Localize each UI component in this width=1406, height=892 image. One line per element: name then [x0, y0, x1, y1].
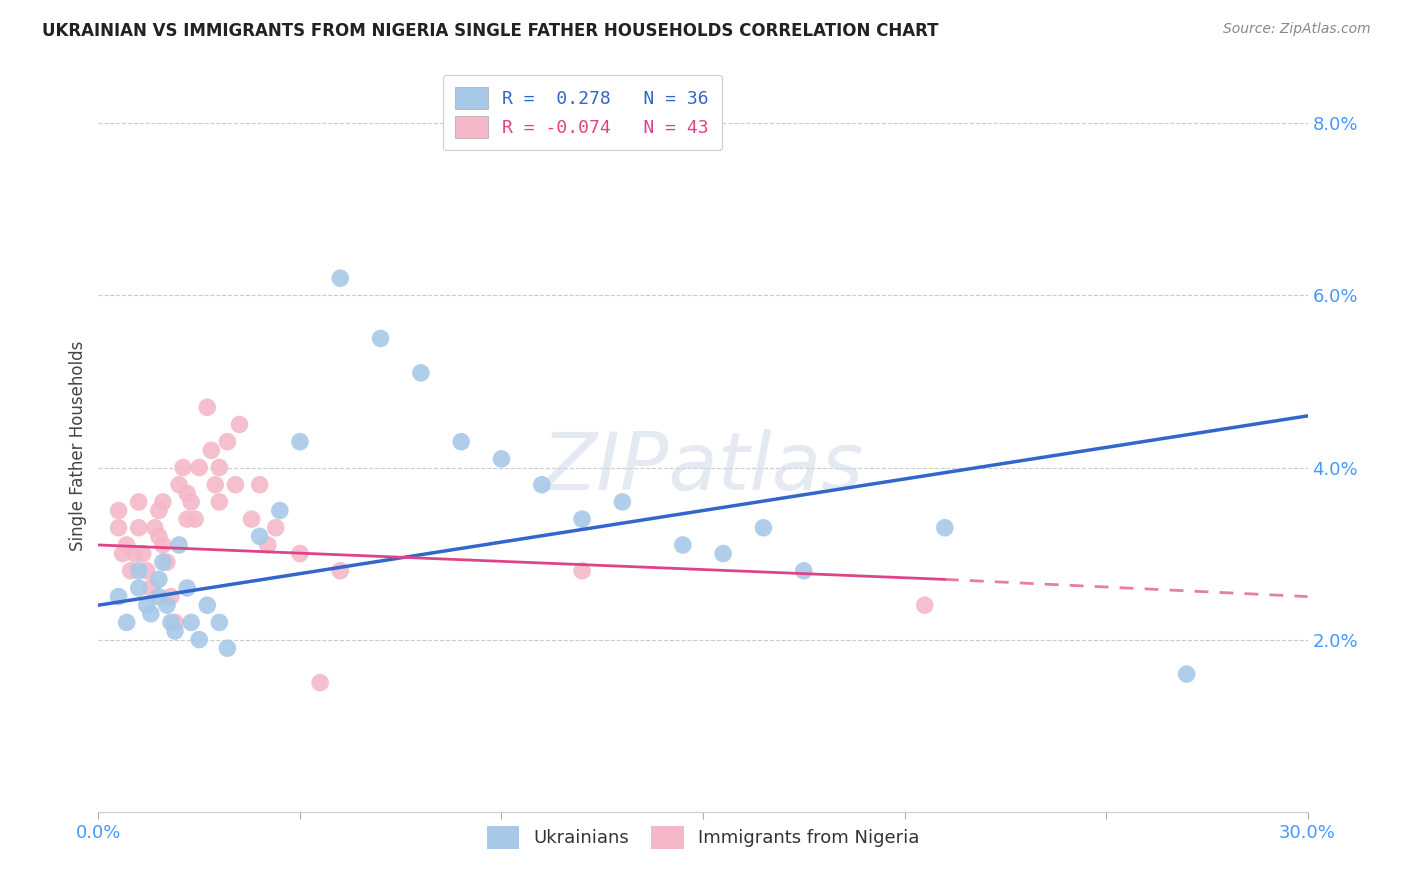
Point	[180, 615, 202, 630]
Point	[188, 632, 211, 647]
Point	[167, 538, 190, 552]
Point	[269, 503, 291, 517]
Point	[934, 521, 956, 535]
Point	[148, 529, 170, 543]
Point	[208, 615, 231, 630]
Point	[107, 590, 129, 604]
Point	[530, 477, 553, 491]
Point	[115, 615, 138, 630]
Point	[160, 615, 183, 630]
Point	[148, 573, 170, 587]
Point	[148, 503, 170, 517]
Point	[152, 495, 174, 509]
Point	[450, 434, 472, 449]
Point	[172, 460, 194, 475]
Point	[176, 486, 198, 500]
Text: ZIPatlas: ZIPatlas	[541, 429, 865, 507]
Point	[571, 512, 593, 526]
Point	[491, 451, 513, 466]
Point	[120, 564, 142, 578]
Point	[204, 477, 226, 491]
Point	[288, 547, 311, 561]
Point	[672, 538, 695, 552]
Point	[249, 477, 271, 491]
Point	[208, 495, 231, 509]
Point	[288, 434, 311, 449]
Point	[195, 401, 218, 415]
Point	[156, 598, 179, 612]
Point	[264, 521, 287, 535]
Point	[793, 564, 815, 578]
Point	[160, 590, 183, 604]
Point	[571, 564, 593, 578]
Text: UKRAINIAN VS IMMIGRANTS FROM NIGERIA SINGLE FATHER HOUSEHOLDS CORRELATION CHART: UKRAINIAN VS IMMIGRANTS FROM NIGERIA SIN…	[42, 22, 939, 40]
Point	[240, 512, 263, 526]
Point	[115, 538, 138, 552]
Point	[124, 547, 146, 561]
Point	[148, 590, 170, 604]
Point	[143, 521, 166, 535]
Point	[249, 529, 271, 543]
Point	[139, 581, 162, 595]
Point	[132, 547, 155, 561]
Point	[107, 503, 129, 517]
Point	[167, 477, 190, 491]
Point	[139, 607, 162, 621]
Point	[329, 564, 352, 578]
Point	[224, 477, 246, 491]
Point	[163, 624, 186, 638]
Point	[128, 495, 150, 509]
Point	[1175, 667, 1198, 681]
Point	[256, 538, 278, 552]
Point	[135, 564, 157, 578]
Point	[152, 538, 174, 552]
Point	[152, 555, 174, 569]
Point	[176, 512, 198, 526]
Point	[128, 564, 150, 578]
Point	[370, 331, 392, 345]
Point	[217, 641, 239, 656]
Point	[128, 581, 150, 595]
Point	[180, 495, 202, 509]
Point	[200, 443, 222, 458]
Point	[188, 460, 211, 475]
Point	[163, 615, 186, 630]
Y-axis label: Single Father Households: Single Father Households	[69, 341, 87, 551]
Legend: Ukrainians, Immigrants from Nigeria: Ukrainians, Immigrants from Nigeria	[478, 817, 928, 857]
Point	[128, 521, 150, 535]
Point	[107, 521, 129, 535]
Point	[195, 598, 218, 612]
Point	[208, 460, 231, 475]
Point	[409, 366, 432, 380]
Point	[111, 547, 134, 561]
Point	[914, 598, 936, 612]
Text: Source: ZipAtlas.com: Source: ZipAtlas.com	[1223, 22, 1371, 37]
Point	[329, 271, 352, 285]
Point	[309, 675, 332, 690]
Point	[612, 495, 634, 509]
Point	[156, 555, 179, 569]
Point	[184, 512, 207, 526]
Point	[176, 581, 198, 595]
Point	[228, 417, 250, 432]
Point	[135, 598, 157, 612]
Point	[711, 547, 734, 561]
Point	[752, 521, 775, 535]
Point	[217, 434, 239, 449]
